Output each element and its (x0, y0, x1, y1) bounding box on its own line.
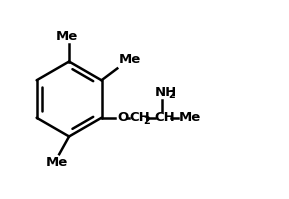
Text: CH: CH (155, 111, 175, 124)
Text: 2: 2 (143, 116, 150, 126)
Text: O: O (117, 111, 129, 124)
Text: Me: Me (178, 111, 201, 124)
Text: CH: CH (129, 111, 150, 124)
Text: 2: 2 (168, 90, 175, 100)
Text: Me: Me (56, 30, 78, 43)
Text: Me: Me (118, 54, 140, 66)
Text: NH: NH (155, 86, 177, 99)
Text: Me: Me (46, 156, 68, 169)
